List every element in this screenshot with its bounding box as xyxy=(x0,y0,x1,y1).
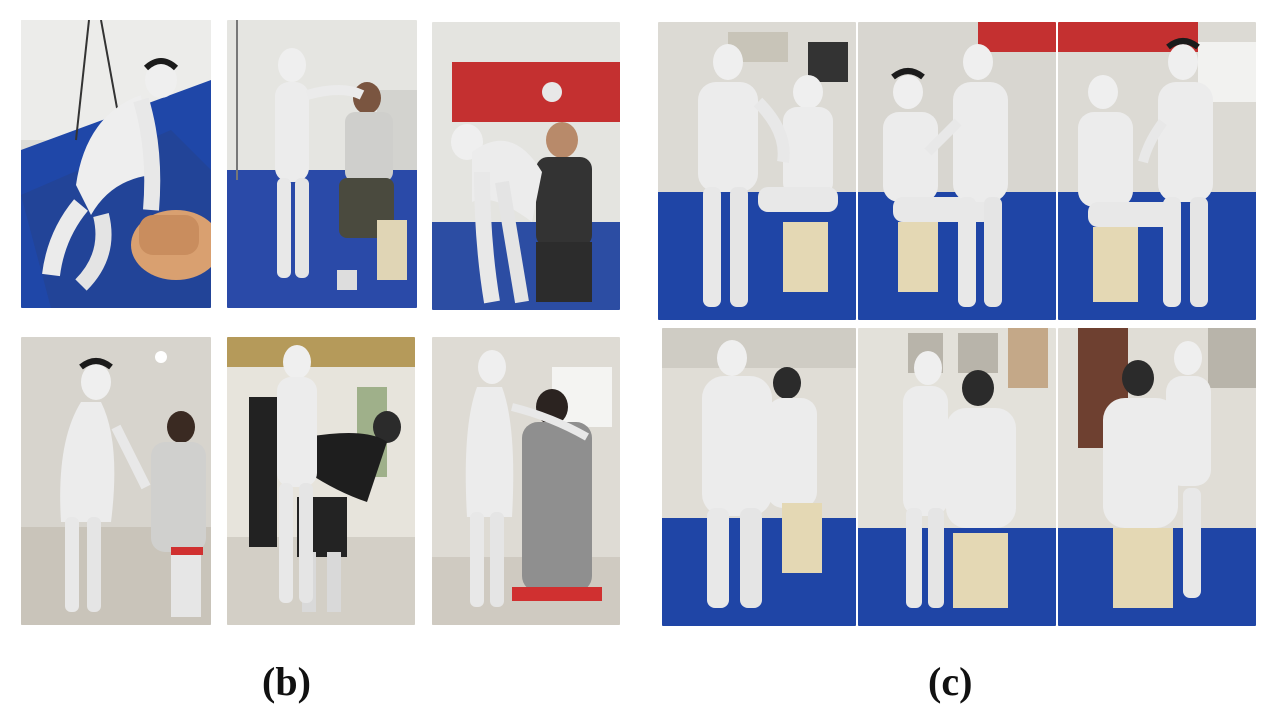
photo-b3-shoulder-check xyxy=(432,22,620,310)
photo-b6-back-assist xyxy=(432,337,620,625)
photo-c6-front-assist xyxy=(1058,328,1256,626)
photo-c1-arm-support xyxy=(658,22,856,320)
photo-c5-seated-back-view xyxy=(858,328,1056,626)
photo-c2-hand-hold xyxy=(858,22,1056,320)
photo-b4-seated-woman-assist xyxy=(21,337,211,625)
caption-c: (c) xyxy=(928,659,973,704)
caption-b: (b) xyxy=(262,659,311,704)
photo-b5-bending-boy-assist xyxy=(227,337,415,625)
photo-b2-head-check xyxy=(227,20,417,308)
photo-b1-cpr-mannequin xyxy=(21,20,211,308)
photo-c4-rear-support xyxy=(662,328,856,626)
photo-c3-wrist-hold xyxy=(1058,22,1256,320)
